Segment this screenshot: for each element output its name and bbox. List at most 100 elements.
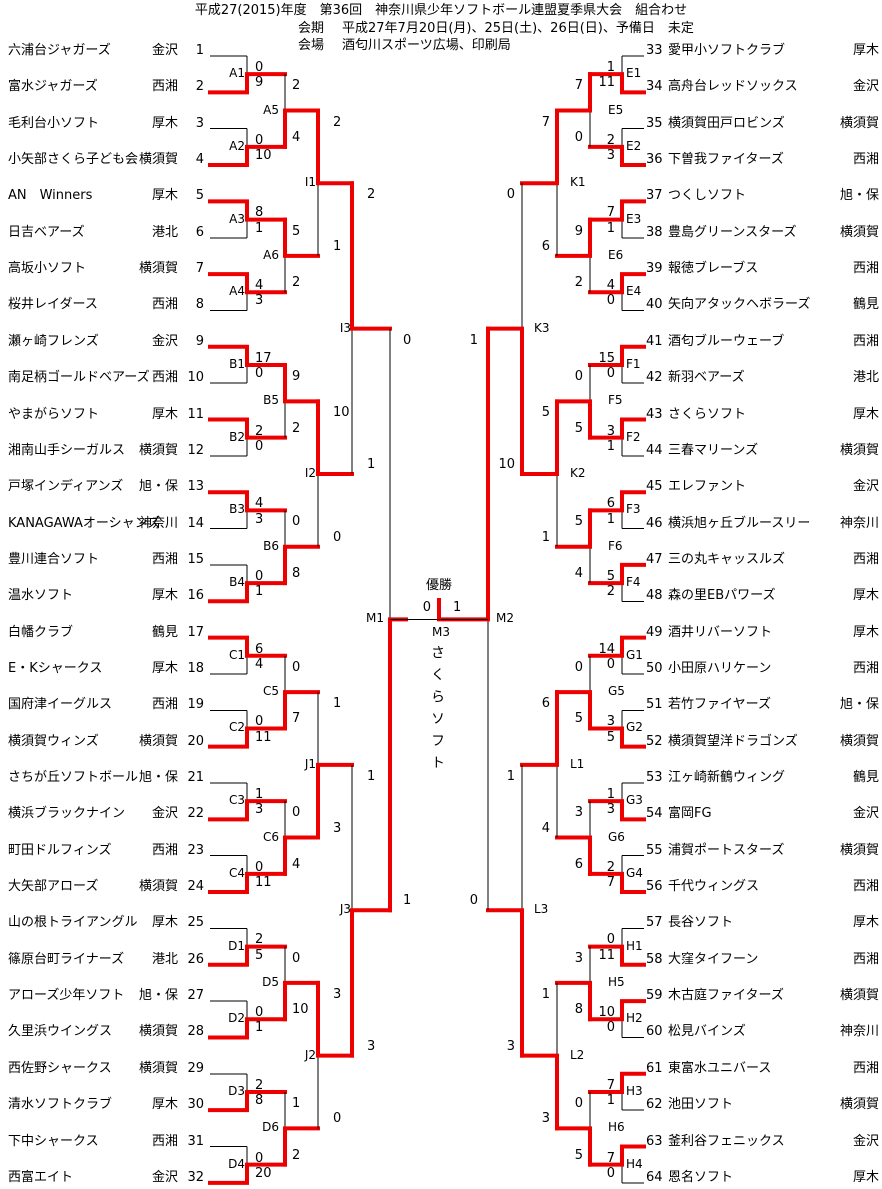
final-match-label: M3 [432,625,450,640]
match-label: K2 [570,466,586,481]
team-seed: 1 [195,43,204,58]
team-seed: 44 [646,442,663,458]
match-score: 5 [574,711,583,727]
match-score: 0 [574,1095,583,1111]
match-label: A6 [263,247,279,262]
match-label: C1 [228,647,245,662]
team-seed: 64 [646,1169,663,1185]
team-seed: 40 [646,297,663,313]
team-region: 神奈川 [138,515,178,531]
match-score: 0 [255,714,264,730]
team-seed: 13 [187,479,204,495]
match-score: 0 [333,529,342,545]
team-name: 久里浜ウイングス [8,1024,113,1040]
match-score: 0 [403,332,412,348]
match-score: 3 [367,1038,376,1054]
match-label: F5 [608,393,623,408]
team-region: 西湘 [852,1060,879,1076]
team-seed: 29 [187,1060,204,1076]
team-name: 大矢部アローズ [8,879,99,895]
team-seed: 36 [646,152,663,168]
match-score: 11 [598,75,615,91]
team-seed: 53 [646,770,663,785]
match-score: 0 [255,1150,264,1166]
match-score: 4 [606,278,615,294]
team-region: 西湘 [852,261,879,277]
match-label: C5 [262,684,279,699]
team-region: 鶴見 [852,297,879,313]
match-score: 1 [403,893,412,909]
team-region: 横須賀 [839,988,879,1004]
team-region: 金沢 [852,479,879,495]
team-name: 下曽我ファイターズ [668,152,784,168]
team-name: KANAGAWAオーシャンズ [8,515,161,531]
team-name: エレファント [668,479,747,495]
team-seed: 25 [187,915,204,931]
team-seed: 52 [646,733,663,749]
match-label: C3 [228,793,245,808]
team-name: 高坂小ソフト [8,261,87,277]
team-name: 木古庭ファイターズ [668,988,784,1004]
team-region: 西湘 [151,697,178,713]
match-score: 0 [255,438,264,454]
champion-name: さくらソフト [429,645,445,778]
match-label: F6 [608,538,623,553]
team-region: 金沢 [852,806,879,822]
team-name: 愛甲小ソフトクラブ [668,43,786,58]
team-region: 西湘 [151,297,178,313]
match-score: 8 [574,1002,583,1018]
team-seed: 4 [195,152,204,168]
team-seed: 15 [187,551,204,567]
match-score: 4 [292,856,301,872]
team-name: 日吉ベアーズ [8,224,85,240]
match-score: 10 [255,148,272,164]
match-label: M2 [496,611,514,626]
team-seed: 22 [187,806,204,822]
match-score: 8 [255,1093,264,1109]
match-label: H6 [608,1120,625,1135]
team-seed: 49 [646,624,663,640]
match-score: 3 [606,148,615,164]
team-name: 東富水ユニバース [668,1060,772,1076]
match-score: 2 [574,275,583,291]
team-seed: 60 [646,1024,663,1040]
match-score: 5 [574,514,583,530]
team-name: 篠原台町ライナーズ [8,951,125,967]
team-seed: 57 [646,915,663,931]
match-label: H2 [626,1011,643,1026]
match-score: 2 [292,420,301,436]
match-score: 2 [255,932,264,948]
team-region: 西湘 [852,951,879,967]
match-score: 3 [333,820,342,836]
match-score: 0 [292,659,301,675]
team-name: やまがらソフト [8,406,100,422]
match-score: 0 [574,659,583,675]
team-region: 横須賀 [138,261,178,277]
match-score: 0 [574,129,583,145]
team-seed: 51 [646,697,663,713]
match-score: 1 [606,220,615,236]
team-region: 金沢 [852,1133,879,1149]
match-score: 3 [606,714,615,730]
match-score: 0 [255,859,264,875]
match-label: A5 [263,102,279,117]
team-region: 神奈川 [839,515,879,531]
team-seed: 32 [187,1169,204,1185]
team-name: 若竹ファイヤーズ [668,697,771,713]
team-seed: 46 [646,515,663,531]
team-region: 厚木 [852,588,879,604]
team-region: 厚木 [852,1169,879,1185]
team-name: 横浜旭ヶ丘ブルースリー [668,515,811,531]
team-name: 温水ソフト [8,588,74,604]
team-region: 神奈川 [839,1024,879,1040]
team-name: 瀬ヶ崎フレンズ [8,333,99,349]
team-name: 江ヶ崎新鶴ウィング [668,770,786,785]
team-name: 湘南山手シーガルス [8,442,126,458]
team-name: 小田原ハリケーン [668,660,772,676]
match-score: 3 [506,1038,515,1054]
match-score: 8 [292,566,301,582]
match-score: 0 [606,932,615,948]
team-seed: 33 [646,43,663,58]
team-name: 矢向アタックヘボラーズ [668,297,811,313]
match-score: 4 [255,278,264,294]
